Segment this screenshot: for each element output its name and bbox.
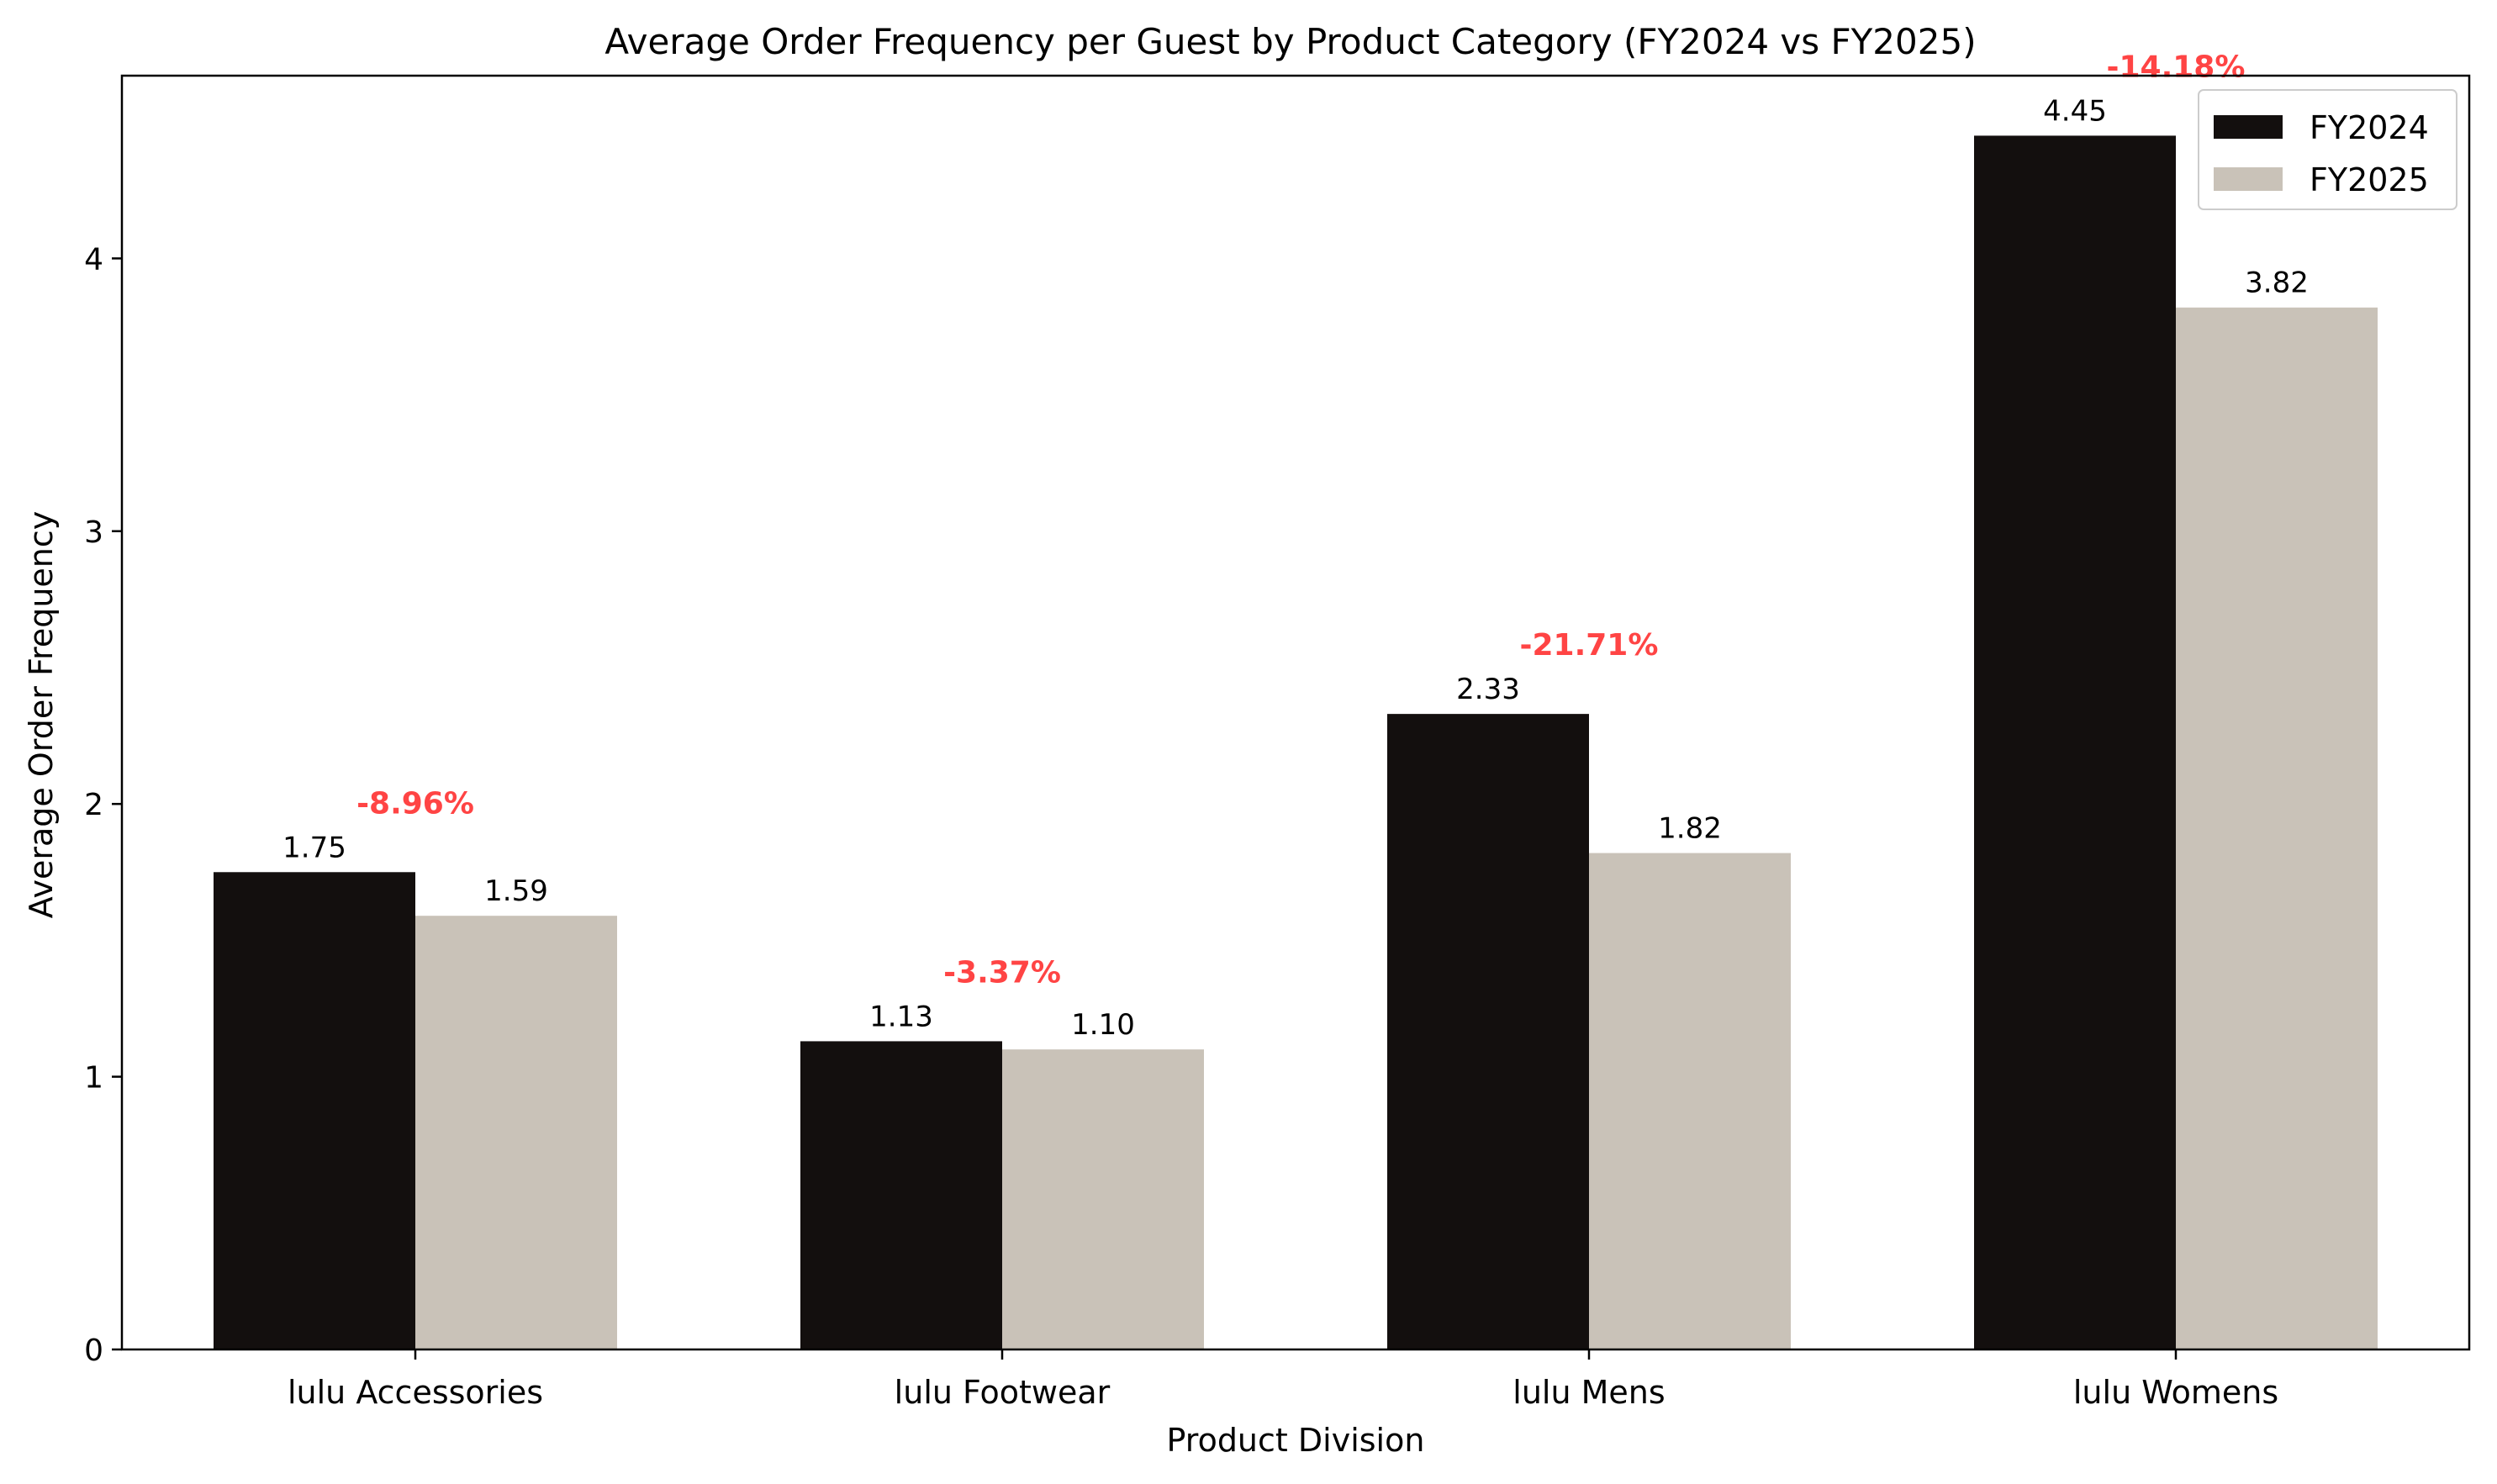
x-tick-label: lulu Mens <box>1512 1374 1665 1411</box>
y-tick-label: 4 <box>84 242 103 277</box>
bar-fy2025 <box>1589 853 1791 1349</box>
bar-fy2024 <box>214 872 415 1349</box>
y-tick-label: 3 <box>84 515 103 550</box>
x-tick-label: lulu Accessories <box>288 1374 543 1411</box>
legend-swatch <box>2214 167 2283 191</box>
bar-fy2024 <box>1974 135 2176 1349</box>
bar-value-label: 1.10 <box>1071 1008 1135 1042</box>
bar-fy2024 <box>800 1041 1002 1349</box>
bar-value-label: 1.75 <box>282 831 346 864</box>
change-label: -8.96% <box>356 786 474 821</box>
x-tick-label: lulu Footwear <box>895 1374 1111 1411</box>
data-labels: 1.75 1.59 -8.96% 1.13 1.10 -3.37% 2.33 1.82 -21.… <box>282 50 2309 1042</box>
change-label: -21.71% <box>1520 628 1659 663</box>
axis-ticks: 0 1 2 3 4 lulu Accessories lulu Footwear lulu M… <box>84 242 2278 1411</box>
legend-label: FY2025 <box>2310 161 2429 198</box>
change-label: -3.37% <box>943 955 1061 990</box>
chart-title: Average Order Frequency per Guest by Pro… <box>604 21 1976 62</box>
bar-fy2025 <box>2176 307 2378 1349</box>
y-tick-label: 2 <box>84 788 103 822</box>
change-label: -14.18% <box>2107 50 2246 84</box>
y-axis-label: Average Order Frequency <box>23 511 60 919</box>
bar-value-label: 2.33 <box>1456 673 1520 706</box>
bar-value-label: 3.82 <box>2245 267 2309 300</box>
bar-fy2025 <box>415 916 617 1349</box>
legend: FY2024 FY2025 <box>2198 89 2457 210</box>
bars <box>214 135 2378 1349</box>
bar-fy2025 <box>1002 1049 1204 1349</box>
legend-swatch <box>2214 115 2283 139</box>
plot-frame <box>120 74 2471 1351</box>
legend-label: FY2024 <box>2310 109 2429 146</box>
bar-fy2024 <box>1387 714 1589 1349</box>
x-tick-label: lulu Womens <box>2073 1374 2278 1411</box>
bar-value-label: 1.13 <box>869 1000 933 1033</box>
y-tick-label: 1 <box>84 1061 103 1096</box>
bar-value-label: 1.59 <box>484 874 548 908</box>
y-tick-label: 0 <box>84 1333 103 1368</box>
bar-value-label: 1.82 <box>1658 812 1722 846</box>
x-axis-label: Product Division <box>1167 1422 1425 1459</box>
bar-value-label: 4.45 <box>2043 94 2107 128</box>
